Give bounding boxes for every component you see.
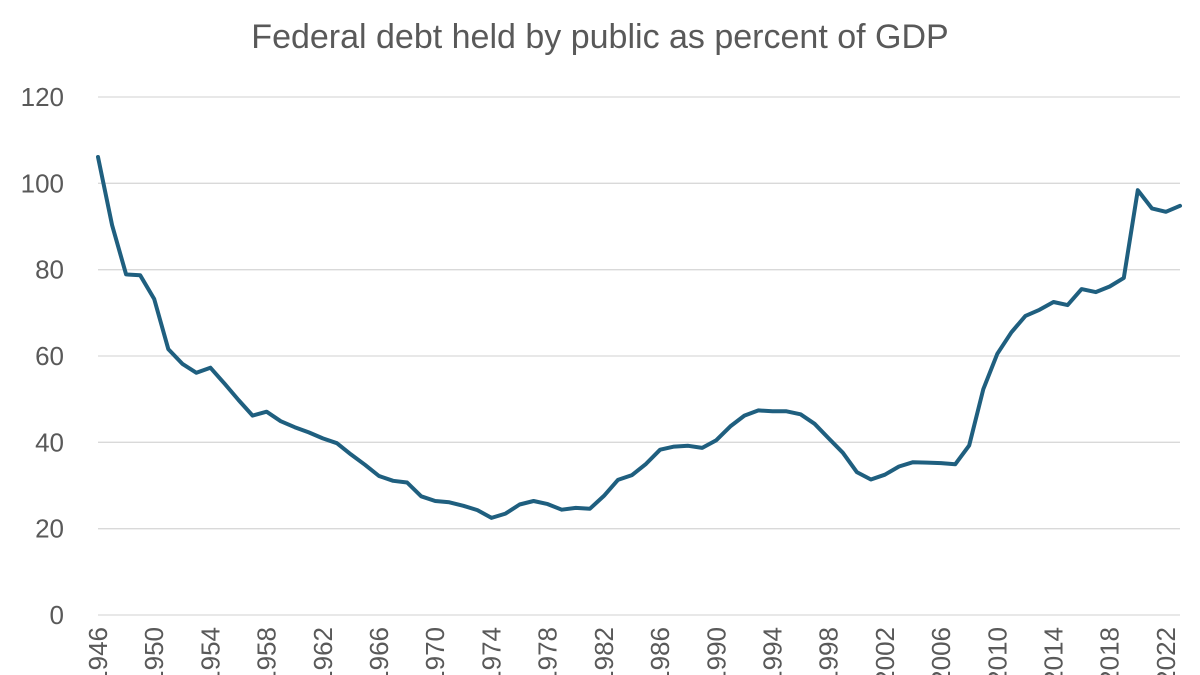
x-tick-label: 2002 <box>870 627 900 675</box>
x-tick-label: 1958 <box>252 627 282 675</box>
x-tick-label: 2006 <box>926 627 956 675</box>
y-tick-label: 40 <box>35 427 64 457</box>
y-tick-label: 120 <box>21 82 64 112</box>
x-tick-label: 1946 <box>83 627 113 675</box>
y-tick-label: 100 <box>21 168 64 198</box>
x-tick-label: 1986 <box>645 627 675 675</box>
y-tick-label: 0 <box>50 600 64 630</box>
x-tick-label: 1982 <box>589 627 619 675</box>
series-line <box>96 155 1182 520</box>
y-tick-label: 80 <box>35 255 64 285</box>
chart-title: Federal debt held by public as percent o… <box>251 18 949 56</box>
x-tick-label: 1974 <box>476 627 506 675</box>
x-tick-label: 2018 <box>1095 627 1125 675</box>
y-tick-label: 20 <box>35 514 64 544</box>
y-axis-ticks: 0 20 40 60 80 100 120 <box>21 82 64 630</box>
series-layer <box>96 155 1182 520</box>
x-axis-ticks: 1946 1950 1954 1958 1962 1966 1970 1974 1978 1982… <box>83 627 1181 675</box>
x-tick-label: 2014 <box>1039 627 1069 675</box>
x-tick-label: 1950 <box>139 627 169 675</box>
x-tick-label: 1970 <box>420 627 450 675</box>
x-tick-label: 1990 <box>701 627 731 675</box>
gridlines <box>98 96 1180 616</box>
x-tick-label: 1966 <box>364 627 394 675</box>
x-tick-label: 1962 <box>308 627 338 675</box>
x-tick-label: 2022 <box>1151 627 1181 675</box>
x-tick-label: 1994 <box>757 627 787 675</box>
x-tick-label: 2010 <box>982 627 1012 675</box>
x-tick-label: 1954 <box>195 627 225 675</box>
x-tick-label: 1978 <box>533 627 563 675</box>
y-tick-label: 60 <box>35 341 64 371</box>
x-tick-label: 1998 <box>814 627 844 675</box>
